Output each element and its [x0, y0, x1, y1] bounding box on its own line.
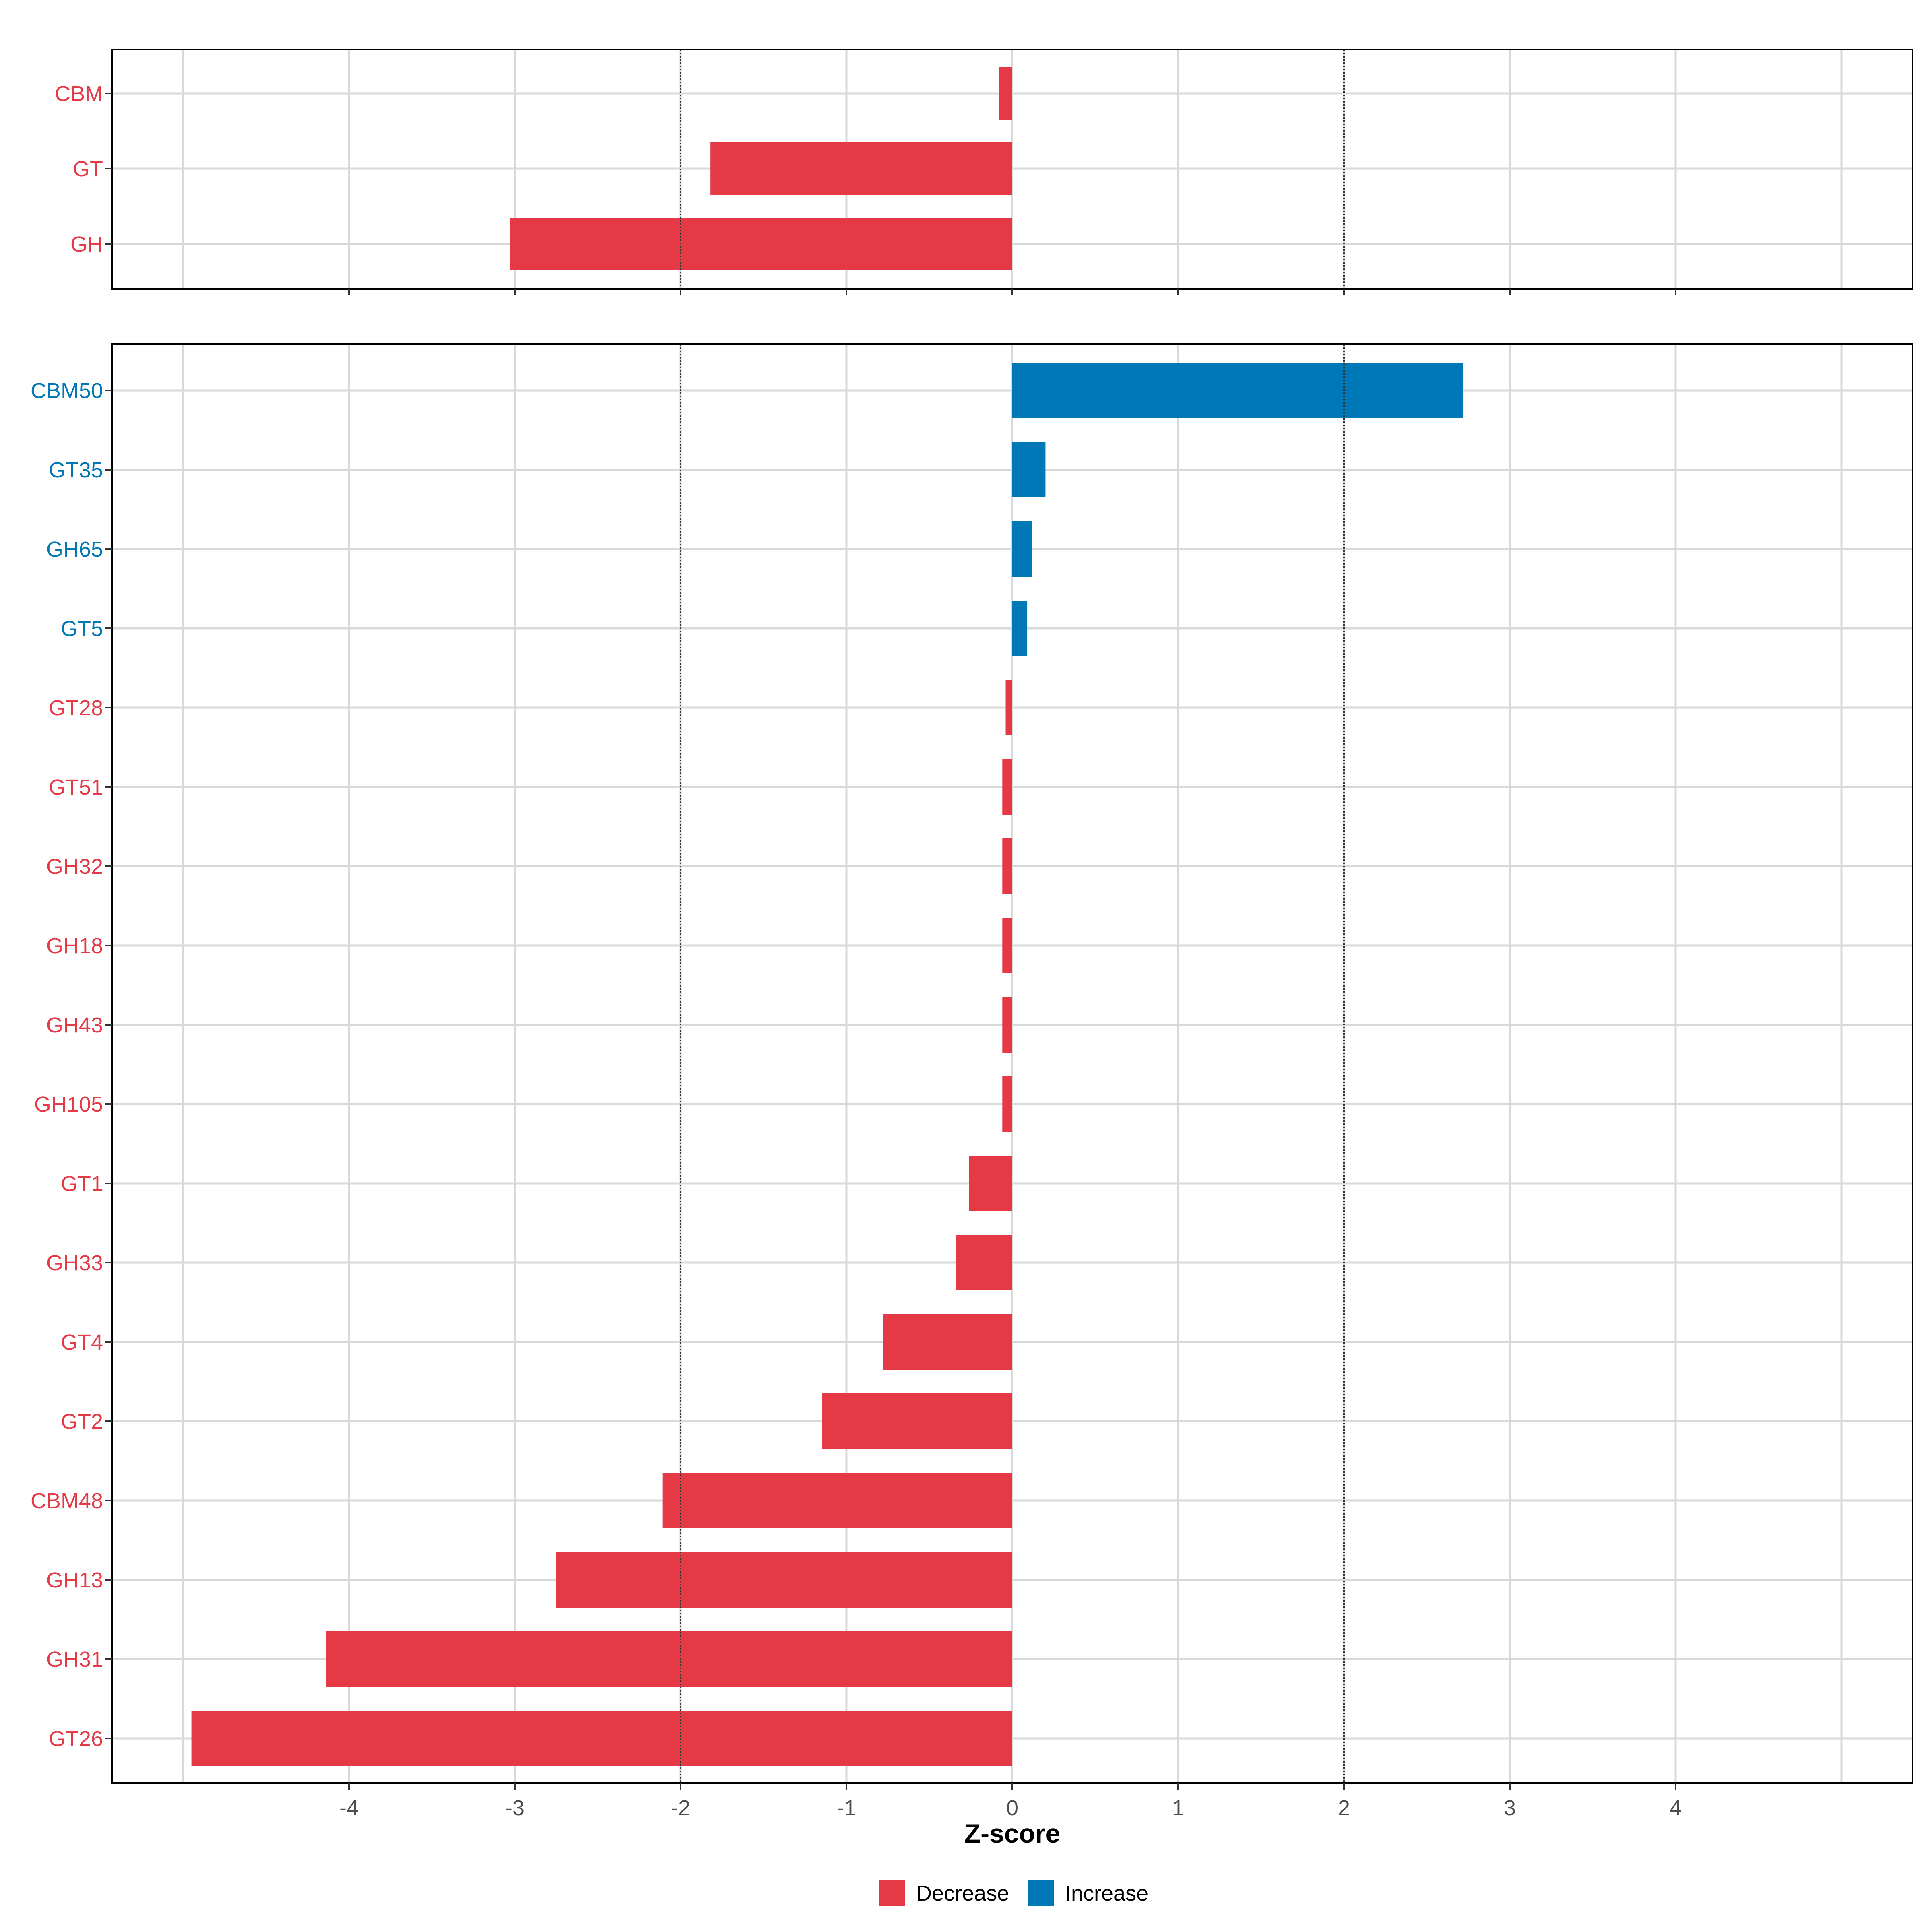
bar-gh13 — [556, 1552, 1012, 1608]
x-axis: -4 -3 -2 -1 0 1 2 3 4 — [339, 1796, 1682, 1820]
bar-gt1 — [969, 1156, 1012, 1211]
bar-gt2 — [822, 1393, 1012, 1449]
bar-gt26 — [191, 1711, 1013, 1766]
bar-gh65 — [1012, 521, 1032, 577]
y-tick-label-gh: GH — [70, 232, 103, 256]
y-tick-label-gt5: GT5 — [61, 617, 103, 641]
bar-gh43 — [1002, 997, 1012, 1053]
x-tick-label--3: -3 — [505, 1796, 524, 1820]
bar-cbm50 — [1012, 363, 1463, 418]
bar-gh18 — [1002, 918, 1012, 973]
x-tick-label-0: 0 — [1006, 1796, 1018, 1820]
y-tick-label-gh13: GH13 — [46, 1568, 103, 1592]
y-tick-label-gt2: GT2 — [61, 1410, 103, 1434]
x-tick-label-2: 2 — [1338, 1796, 1350, 1820]
bar-gt5 — [1012, 601, 1028, 656]
bar-gh33 — [956, 1235, 1012, 1290]
x-tick-label-3: 3 — [1504, 1796, 1516, 1820]
y-tick-label-cbm48: CBM48 — [31, 1489, 103, 1513]
y-tick-label-gh33: GH33 — [46, 1251, 103, 1275]
y-tick-label-gt26: GT26 — [49, 1727, 103, 1751]
x-tick-label-4: 4 — [1670, 1796, 1682, 1820]
legend-swatch-decrease — [879, 1880, 905, 1906]
bar-gt51 — [1002, 759, 1012, 815]
x-axis-title: Z-score — [964, 1818, 1060, 1848]
legend-label-increase: Increase — [1065, 1881, 1148, 1905]
y-tick-label-gt28: GT28 — [49, 696, 103, 720]
bar-cbm — [999, 67, 1012, 120]
bar-cbm48 — [662, 1473, 1012, 1528]
y-tick-label-cbm50: CBM50 — [31, 379, 103, 403]
y-tick-label-gh32: GH32 — [46, 855, 103, 879]
x-tick-label--4: -4 — [339, 1796, 359, 1820]
x-tick-label-1: 1 — [1172, 1796, 1184, 1820]
bottom-panel: CBM50 GT35 GH65 GT5 GT28 GT51 GH32 GH18 GH43 GH10… — [31, 343, 1913, 1790]
y-tick-label-cbm: CBM — [55, 82, 103, 106]
y-tick-label-gh43: GH43 — [46, 1013, 103, 1037]
x-tick-label--1: -1 — [837, 1796, 856, 1820]
legend: Decrease Increase — [879, 1880, 1148, 1906]
y-tick-label-gh105: GH105 — [34, 1092, 103, 1117]
y-tick-label-gt4: GT4 — [61, 1330, 103, 1354]
legend-swatch-increase — [1028, 1880, 1054, 1906]
x-tick-label--2: -2 — [671, 1796, 690, 1820]
bar-gt — [710, 142, 1012, 195]
legend-label-decrease: Decrease — [916, 1881, 1009, 1905]
bar-gh31 — [326, 1631, 1012, 1687]
top-panel: CBM GT GH — [55, 49, 1913, 295]
y-tick-label-gh65: GH65 — [46, 537, 103, 561]
bar-gh — [510, 218, 1012, 270]
y-tick-label-gt51: GT51 — [49, 775, 103, 799]
y-tick-label-gh31: GH31 — [46, 1647, 103, 1672]
y-tick-label-gh18: GH18 — [46, 934, 103, 958]
y-tick-label-gt1: GT1 — [61, 1172, 103, 1196]
y-tick-label-gt: GT — [73, 157, 103, 181]
y-tick-label-gt35: GT35 — [49, 458, 103, 482]
bar-gt28 — [1005, 680, 1012, 735]
bar-gt4 — [883, 1314, 1012, 1370]
bar-gt35 — [1012, 442, 1046, 497]
bar-gh105 — [1002, 1076, 1012, 1132]
bar-gh32 — [1002, 838, 1012, 894]
